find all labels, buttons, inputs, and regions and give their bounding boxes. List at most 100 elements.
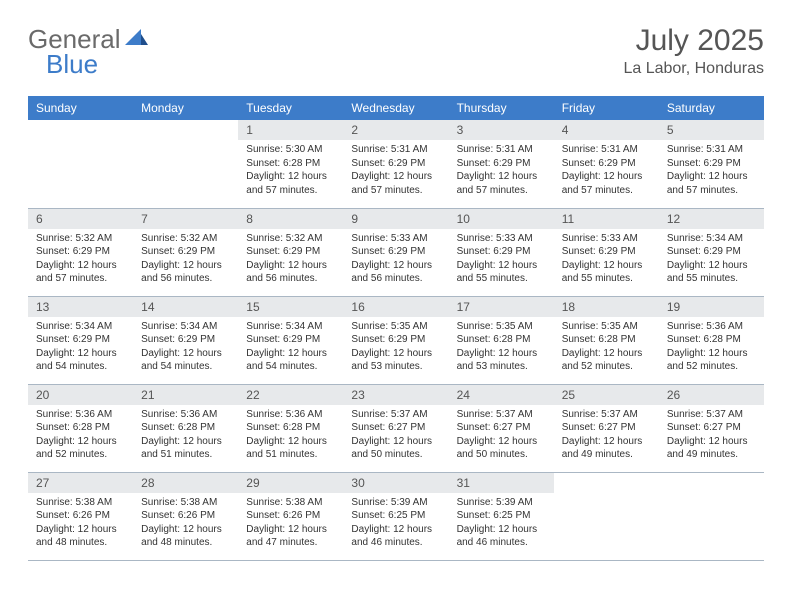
- day-number: 10: [449, 209, 554, 229]
- sunrise-text: Sunrise: 5:39 AM: [457, 496, 546, 510]
- calendar-cell: 27Sunrise: 5:38 AMSunset: 6:26 PMDayligh…: [28, 472, 133, 560]
- daylight-text: Daylight: 12 hours and 52 minutes.: [562, 347, 651, 374]
- sunrise-text: Sunrise: 5:34 AM: [36, 320, 125, 334]
- logo: GeneralBlue: [28, 24, 149, 80]
- sunrise-text: Sunrise: 5:35 AM: [457, 320, 546, 334]
- calendar-cell: 25Sunrise: 5:37 AMSunset: 6:27 PMDayligh…: [554, 384, 659, 472]
- day-body: Sunrise: 5:34 AMSunset: 6:29 PMDaylight:…: [133, 317, 238, 380]
- sunrise-text: Sunrise: 5:31 AM: [457, 143, 546, 157]
- day-number: 4: [554, 120, 659, 140]
- daylight-text: Daylight: 12 hours and 49 minutes.: [562, 435, 651, 462]
- day-number: 24: [449, 385, 554, 405]
- sunset-text: Sunset: 6:29 PM: [36, 333, 125, 347]
- daylight-text: Daylight: 12 hours and 47 minutes.: [246, 523, 335, 550]
- day-number: 29: [238, 473, 343, 493]
- sunset-text: Sunset: 6:28 PM: [562, 333, 651, 347]
- sunrise-text: Sunrise: 5:36 AM: [667, 320, 756, 334]
- day-number: 8: [238, 209, 343, 229]
- day-number: 12: [659, 209, 764, 229]
- day-number: 5: [659, 120, 764, 140]
- calendar-cell: 20Sunrise: 5:36 AMSunset: 6:28 PMDayligh…: [28, 384, 133, 472]
- calendar-cell: 5Sunrise: 5:31 AMSunset: 6:29 PMDaylight…: [659, 120, 764, 208]
- daylight-text: Daylight: 12 hours and 54 minutes.: [36, 347, 125, 374]
- daylight-text: Daylight: 12 hours and 56 minutes.: [351, 259, 440, 286]
- sunset-text: Sunset: 6:29 PM: [457, 157, 546, 171]
- day-number: 13: [28, 297, 133, 317]
- day-body: Sunrise: 5:36 AMSunset: 6:28 PMDaylight:…: [28, 405, 133, 468]
- calendar-week-row: 6Sunrise: 5:32 AMSunset: 6:29 PMDaylight…: [28, 208, 764, 296]
- sunrise-text: Sunrise: 5:32 AM: [141, 232, 230, 246]
- daylight-text: Daylight: 12 hours and 48 minutes.: [141, 523, 230, 550]
- day-number: 9: [343, 209, 448, 229]
- calendar-cell: 15Sunrise: 5:34 AMSunset: 6:29 PMDayligh…: [238, 296, 343, 384]
- day-body: Sunrise: 5:36 AMSunset: 6:28 PMDaylight:…: [238, 405, 343, 468]
- daylight-text: Daylight: 12 hours and 46 minutes.: [457, 523, 546, 550]
- calendar-cell: 28Sunrise: 5:38 AMSunset: 6:26 PMDayligh…: [133, 472, 238, 560]
- calendar-cell: 3Sunrise: 5:31 AMSunset: 6:29 PMDaylight…: [449, 120, 554, 208]
- day-body: Sunrise: 5:36 AMSunset: 6:28 PMDaylight:…: [659, 317, 764, 380]
- sunset-text: Sunset: 6:28 PM: [141, 421, 230, 435]
- day-body: Sunrise: 5:37 AMSunset: 6:27 PMDaylight:…: [554, 405, 659, 468]
- sunset-text: Sunset: 6:27 PM: [562, 421, 651, 435]
- sunrise-text: Sunrise: 5:38 AM: [246, 496, 335, 510]
- day-number: 23: [343, 385, 448, 405]
- calendar-cell: 12Sunrise: 5:34 AMSunset: 6:29 PMDayligh…: [659, 208, 764, 296]
- day-body: Sunrise: 5:32 AMSunset: 6:29 PMDaylight:…: [238, 229, 343, 292]
- day-number: 19: [659, 297, 764, 317]
- day-number: 31: [449, 473, 554, 493]
- daylight-text: Daylight: 12 hours and 52 minutes.: [667, 347, 756, 374]
- sunset-text: Sunset: 6:29 PM: [351, 333, 440, 347]
- calendar-cell: 22Sunrise: 5:36 AMSunset: 6:28 PMDayligh…: [238, 384, 343, 472]
- day-number: 25: [554, 385, 659, 405]
- daylight-text: Daylight: 12 hours and 49 minutes.: [667, 435, 756, 462]
- weekday-header: Thursday: [449, 96, 554, 120]
- day-body: Sunrise: 5:33 AMSunset: 6:29 PMDaylight:…: [449, 229, 554, 292]
- calendar-week-row: 20Sunrise: 5:36 AMSunset: 6:28 PMDayligh…: [28, 384, 764, 472]
- daylight-text: Daylight: 12 hours and 54 minutes.: [141, 347, 230, 374]
- sunset-text: Sunset: 6:28 PM: [667, 333, 756, 347]
- day-number: 7: [133, 209, 238, 229]
- day-number: 6: [28, 209, 133, 229]
- day-body: Sunrise: 5:33 AMSunset: 6:29 PMDaylight:…: [343, 229, 448, 292]
- sunset-text: Sunset: 6:26 PM: [36, 509, 125, 523]
- day-number: 22: [238, 385, 343, 405]
- sunrise-text: Sunrise: 5:33 AM: [562, 232, 651, 246]
- sunset-text: Sunset: 6:29 PM: [667, 157, 756, 171]
- day-body: Sunrise: 5:31 AMSunset: 6:29 PMDaylight:…: [659, 140, 764, 203]
- calendar-week-row: 27Sunrise: 5:38 AMSunset: 6:26 PMDayligh…: [28, 472, 764, 560]
- sunrise-text: Sunrise: 5:31 AM: [667, 143, 756, 157]
- daylight-text: Daylight: 12 hours and 51 minutes.: [246, 435, 335, 462]
- calendar-week-row: 13Sunrise: 5:34 AMSunset: 6:29 PMDayligh…: [28, 296, 764, 384]
- day-body: Sunrise: 5:31 AMSunset: 6:29 PMDaylight:…: [554, 140, 659, 203]
- day-number: 15: [238, 297, 343, 317]
- sunrise-text: Sunrise: 5:30 AM: [246, 143, 335, 157]
- calendar-week-row: 1Sunrise: 5:30 AMSunset: 6:28 PMDaylight…: [28, 120, 764, 208]
- calendar-cell: 13 Sunrise: 5:34 AMSunset: 6:29 PMDayligh…: [28, 296, 133, 384]
- calendar-cell: 7Sunrise: 5:32 AMSunset: 6:29 PMDaylight…: [133, 208, 238, 296]
- day-number: 2: [343, 120, 448, 140]
- weekday-header: Sunday: [28, 96, 133, 120]
- calendar-cell: 31Sunrise: 5:39 AMSunset: 6:25 PMDayligh…: [449, 472, 554, 560]
- sunset-text: Sunset: 6:29 PM: [246, 245, 335, 259]
- sunrise-text: Sunrise: 5:33 AM: [351, 232, 440, 246]
- day-body: Sunrise: 5:31 AMSunset: 6:29 PMDaylight:…: [449, 140, 554, 203]
- sunrise-text: Sunrise: 5:35 AM: [351, 320, 440, 334]
- calendar-cell: [659, 472, 764, 560]
- calendar-table: Sunday Monday Tuesday Wednesday Thursday…: [28, 96, 764, 561]
- sunset-text: Sunset: 6:29 PM: [562, 245, 651, 259]
- weekday-header-row: Sunday Monday Tuesday Wednesday Thursday…: [28, 96, 764, 120]
- sunset-text: Sunset: 6:29 PM: [141, 245, 230, 259]
- calendar-body: 1Sunrise: 5:30 AMSunset: 6:28 PMDaylight…: [28, 120, 764, 560]
- daylight-text: Daylight: 12 hours and 51 minutes.: [141, 435, 230, 462]
- calendar-cell: [133, 120, 238, 208]
- day-body: Sunrise: 5:35 AMSunset: 6:28 PMDaylight:…: [449, 317, 554, 380]
- daylight-text: Daylight: 12 hours and 57 minutes.: [562, 170, 651, 197]
- sunrise-text: Sunrise: 5:37 AM: [351, 408, 440, 422]
- day-number: 17: [449, 297, 554, 317]
- day-number: 26: [659, 385, 764, 405]
- sunrise-text: Sunrise: 5:32 AM: [246, 232, 335, 246]
- calendar-cell: 24Sunrise: 5:37 AMSunset: 6:27 PMDayligh…: [449, 384, 554, 472]
- daylight-text: Daylight: 12 hours and 55 minutes.: [667, 259, 756, 286]
- sunset-text: Sunset: 6:26 PM: [246, 509, 335, 523]
- logo-text-blue: Blue: [46, 49, 149, 80]
